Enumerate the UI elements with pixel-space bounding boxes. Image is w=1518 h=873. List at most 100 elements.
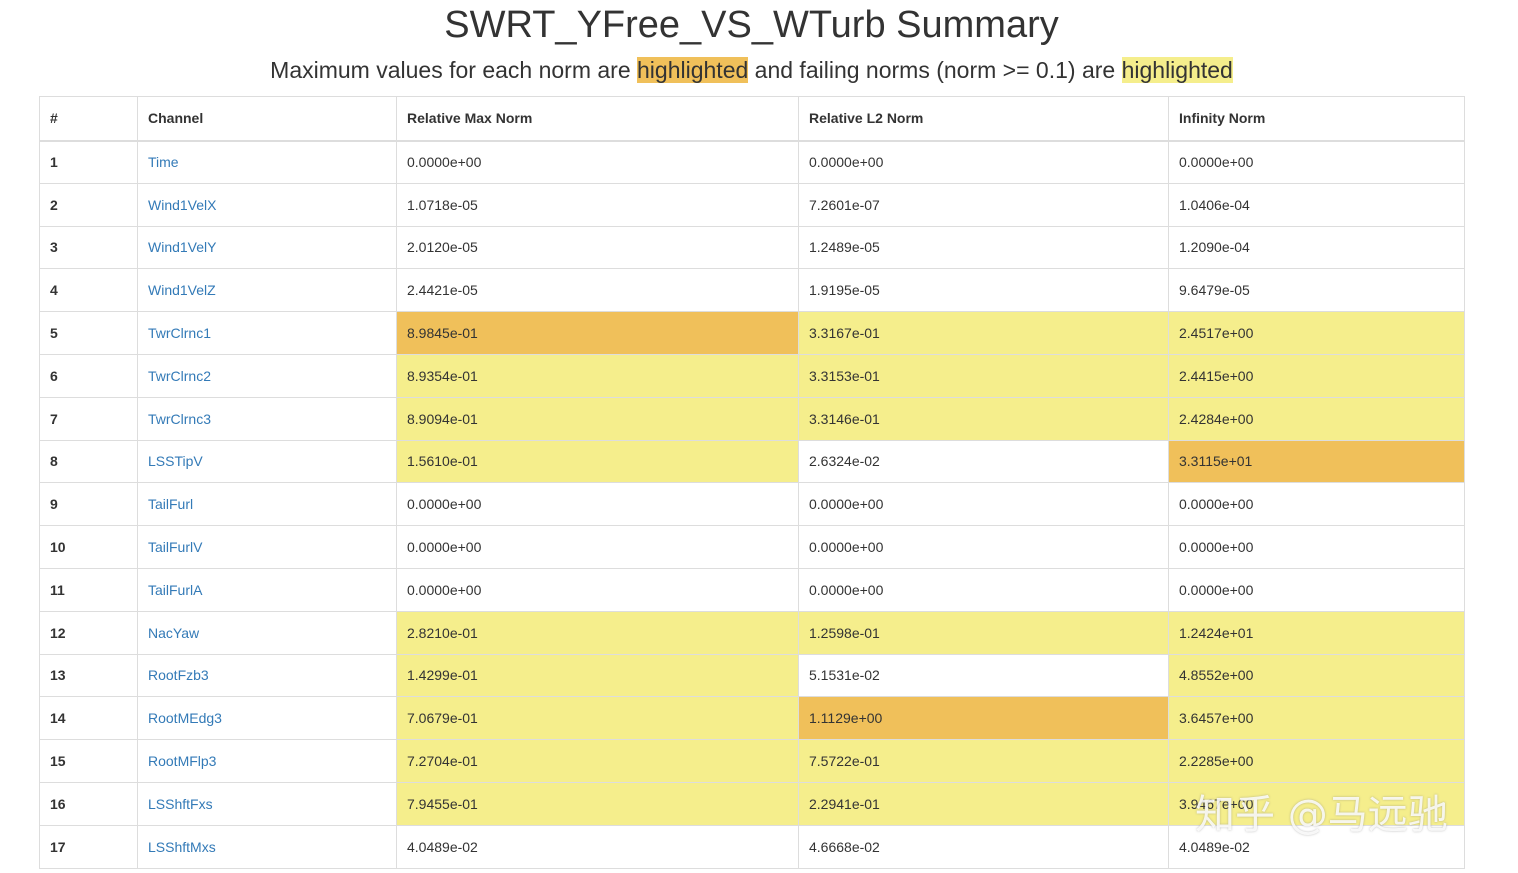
table-row: 13 RootFzb3 1.4299e-01 5.1531e-02 4.8552e+00	[39, 653, 1465, 698]
table-row: 10 TailFurlV 0.0000e+00 0.0000e+00 0.0000e+0…	[39, 525, 1465, 569]
relative-l2-norm-cell: 2.6324e-02	[798, 439, 1169, 484]
relative-max-norm-cell: 0.0000e+00	[396, 482, 799, 527]
table-row: 14 RootMEdg3 7.0679e-01 1.1129e+00 3.6457e+0…	[39, 696, 1465, 741]
table-row: 11 TailFurlA 0.0000e+00 0.0000e+00 0.0000e+0…	[39, 567, 1465, 612]
row-number-cell: 10	[39, 525, 138, 569]
relative-max-norm-cell: 0.0000e+00	[396, 567, 799, 612]
relative-l2-norm-cell: 0.0000e+00	[798, 567, 1169, 612]
table-row: 9 TailFurl 0.0000e+00 0.0000e+00 0.0000e+00	[39, 482, 1465, 527]
channel-link[interactable]: Wind1VelZ	[137, 268, 397, 313]
relative-l2-norm-cell: 5.1531e-02	[798, 653, 1169, 698]
channel-link[interactable]: TailFurl	[137, 482, 397, 527]
table-row: 4 Wind1VelZ 2.4421e-05 1.9195e-05 9.6479e-05	[39, 268, 1465, 313]
infinity-norm-cell: 3.9467e+00	[1168, 781, 1465, 826]
infinity-norm-cell: 2.2285e+00	[1168, 739, 1465, 783]
relative-l2-norm-cell: 7.2601e-07	[798, 182, 1169, 227]
relative-max-norm-cell: 1.0718e-05	[396, 182, 799, 227]
infinity-norm-cell: 1.2090e-04	[1168, 225, 1465, 270]
table-row: 3 Wind1VelY 2.0120e-05 1.2489e-05 1.2090e-04	[39, 225, 1465, 270]
infinity-norm-cell: 4.0489e-02	[1168, 824, 1465, 869]
row-number-cell: 12	[39, 610, 138, 655]
channel-link[interactable]: TwrClrnc3	[137, 396, 397, 441]
relative-l2-norm-cell: 0.0000e+00	[798, 525, 1169, 569]
infinity-norm-cell: 9.6479e-05	[1168, 268, 1465, 313]
norms-table: # Channel Relative Max Norm Relative L2 …	[39, 96, 1465, 869]
table-body: 1 Time 0.0000e+00 0.0000e+00 0.0000e+00 2 Wind…	[39, 140, 1465, 869]
header-channel: Channel	[137, 96, 397, 142]
relative-max-norm-cell: 8.9354e-01	[396, 353, 799, 398]
relative-l2-norm-cell: 1.1129e+00	[798, 696, 1169, 741]
channel-link[interactable]: NacYaw	[137, 610, 397, 655]
infinity-norm-cell: 2.4517e+00	[1168, 311, 1465, 355]
infinity-norm-cell: 1.0406e-04	[1168, 182, 1465, 227]
infinity-norm-cell: 0.0000e+00	[1168, 525, 1465, 569]
channel-link[interactable]: RootMEdg3	[137, 696, 397, 741]
header-number: #	[39, 96, 138, 142]
relative-l2-norm-cell: 1.9195e-05	[798, 268, 1169, 313]
header-relative-l2-norm: Relative L2 Norm	[798, 96, 1169, 142]
channel-link[interactable]: LSSTipV	[137, 439, 397, 484]
relative-l2-norm-cell: 3.3146e-01	[798, 396, 1169, 441]
row-number-cell: 4	[39, 268, 138, 313]
relative-l2-norm-cell: 7.5722e-01	[798, 739, 1169, 783]
channel-link[interactable]: LSShftMxs	[137, 824, 397, 869]
relative-l2-norm-cell: 1.2489e-05	[798, 225, 1169, 270]
infinity-norm-cell: 0.0000e+00	[1168, 482, 1465, 527]
relative-l2-norm-cell: 2.2941e-01	[798, 781, 1169, 826]
infinity-norm-cell: 0.0000e+00	[1168, 140, 1465, 184]
relative-l2-norm-cell: 4.6668e-02	[798, 824, 1169, 869]
channel-link[interactable]: LSShftFxs	[137, 781, 397, 826]
table-row: 5 TwrClrnc1 8.9845e-01 3.3167e-01 2.4517e+00	[39, 311, 1465, 355]
relative-max-norm-cell: 2.4421e-05	[396, 268, 799, 313]
relative-max-norm-cell: 7.2704e-01	[396, 739, 799, 783]
channel-link[interactable]: Time	[137, 140, 397, 184]
table-row: 6 TwrClrnc2 8.9354e-01 3.3153e-01 2.4415e+00	[39, 353, 1465, 398]
channel-link[interactable]: Wind1VelX	[137, 182, 397, 227]
channel-link[interactable]: RootFzb3	[137, 653, 397, 698]
row-number-cell: 17	[39, 824, 138, 869]
row-number-cell: 6	[39, 353, 138, 398]
row-number-cell: 2	[39, 182, 138, 227]
relative-l2-norm-cell: 3.3167e-01	[798, 311, 1169, 355]
row-number-cell: 15	[39, 739, 138, 783]
row-number-cell: 11	[39, 567, 138, 612]
channel-link[interactable]: TwrClrnc2	[137, 353, 397, 398]
header-infinity-norm: Infinity Norm	[1168, 96, 1465, 142]
relative-l2-norm-cell: 0.0000e+00	[798, 482, 1169, 527]
table-header-row: # Channel Relative Max Norm Relative L2 …	[39, 96, 1465, 142]
infinity-norm-cell: 3.6457e+00	[1168, 696, 1465, 741]
table-row: 17 LSShftMxs 4.0489e-02 4.6668e-02 4.0489e-0…	[39, 824, 1465, 869]
relative-max-norm-cell: 7.0679e-01	[396, 696, 799, 741]
channel-link[interactable]: RootMFlp3	[137, 739, 397, 783]
row-number-cell: 7	[39, 396, 138, 441]
relative-l2-norm-cell: 0.0000e+00	[798, 140, 1169, 184]
infinity-norm-cell: 2.4284e+00	[1168, 396, 1465, 441]
header-relative-max-norm: Relative Max Norm	[396, 96, 799, 142]
channel-link[interactable]: TailFurlV	[137, 525, 397, 569]
relative-max-norm-cell: 1.5610e-01	[396, 439, 799, 484]
table-row: 12 NacYaw 2.8210e-01 1.2598e-01 1.2424e+01	[39, 610, 1465, 655]
relative-max-norm-cell: 2.8210e-01	[396, 610, 799, 655]
subtitle-highlight-fail: highlighted	[1121, 57, 1233, 83]
subtitle-text-2: and failing norms (norm >= 0.1) are	[748, 57, 1122, 83]
row-number-cell: 9	[39, 482, 138, 527]
infinity-norm-cell: 3.3115e+01	[1168, 439, 1465, 484]
channel-link[interactable]: Wind1VelY	[137, 225, 397, 270]
relative-l2-norm-cell: 3.3153e-01	[798, 353, 1169, 398]
relative-max-norm-cell: 4.0489e-02	[396, 824, 799, 869]
row-number-cell: 14	[39, 696, 138, 741]
page-subtitle: Maximum values for each norm are highlig…	[0, 55, 1503, 85]
table-row: 15 RootMFlp3 7.2704e-01 7.5722e-01 2.2285e+0…	[39, 739, 1465, 783]
row-number-cell: 16	[39, 781, 138, 826]
infinity-norm-cell: 1.2424e+01	[1168, 610, 1465, 655]
infinity-norm-cell: 4.8552e+00	[1168, 653, 1465, 698]
channel-link[interactable]: TwrClrnc1	[137, 311, 397, 355]
page-title: SWRT_YFree_VS_WTurb Summary	[444, 4, 1059, 46]
table-row: 16 LSShftFxs 7.9455e-01 2.2941e-01 3.9467e+0…	[39, 781, 1465, 826]
row-number-cell: 1	[39, 140, 138, 184]
infinity-norm-cell: 0.0000e+00	[1168, 567, 1465, 612]
relative-l2-norm-cell: 1.2598e-01	[798, 610, 1169, 655]
infinity-norm-cell: 2.4415e+00	[1168, 353, 1465, 398]
channel-link[interactable]: TailFurlA	[137, 567, 397, 612]
